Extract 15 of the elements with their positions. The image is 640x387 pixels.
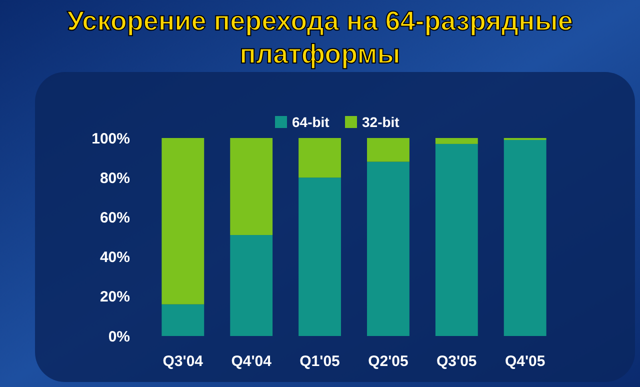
y-tick-label: 40% (100, 249, 130, 266)
y-tick-label: 20% (100, 288, 130, 306)
y-tick-label: 100% (92, 130, 130, 148)
legend-label: 64-bit (292, 114, 330, 130)
legend-label: 32-bit (362, 114, 400, 130)
x-tick-label: Q4'05 (504, 353, 546, 370)
x-tick-label: Q4'04 (231, 353, 272, 370)
y-tick-label: 80% (100, 170, 130, 187)
x-tick-label: Q3'04 (162, 353, 204, 370)
chart-title: Ускорение перехода на 64-разрядные платформы (67, 6, 573, 69)
x-tick-label: Q2'05 (368, 353, 408, 370)
y-tick-label: 60% (100, 209, 130, 226)
y-tick-label: 0% (108, 328, 130, 346)
x-tick-label: Q3'05 (436, 353, 477, 370)
x-tick-label: Q1'05 (300, 353, 340, 370)
